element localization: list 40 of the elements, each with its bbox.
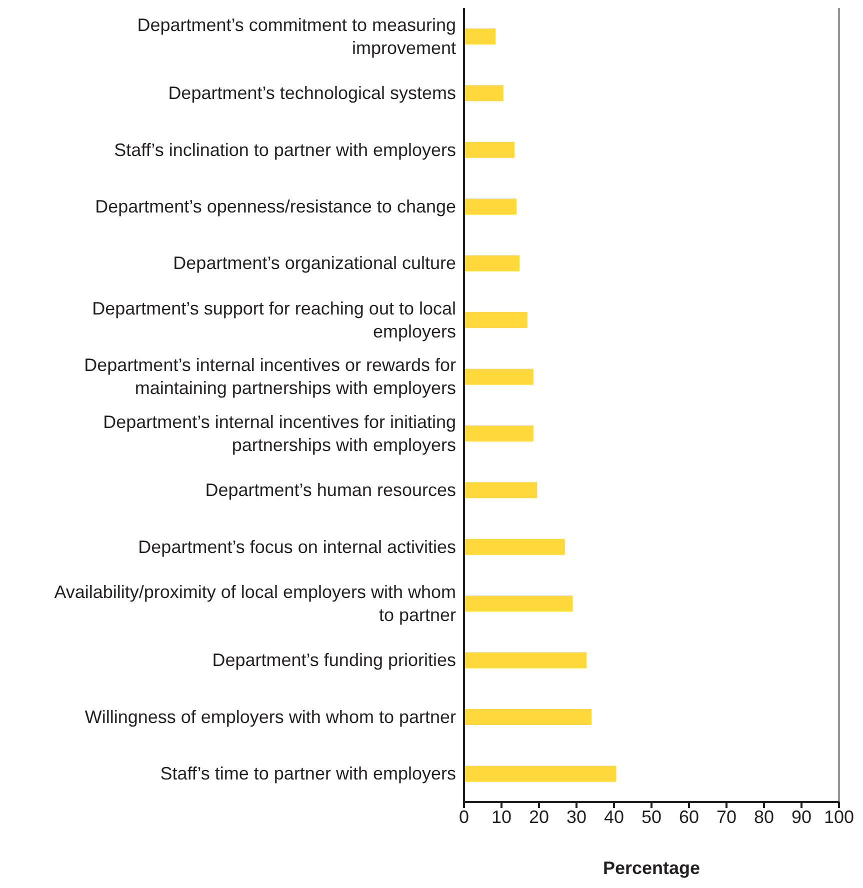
bar — [464, 482, 538, 498]
y-tick-label: Department’s focus on internal activities — [138, 536, 456, 557]
y-tick-label: Willingness of employers with whom to partner — [84, 706, 456, 727]
x-tick-label: 10 — [491, 806, 512, 827]
bar — [464, 312, 528, 328]
x-tick-label: 20 — [528, 806, 550, 827]
x-axis-title: Percentage — [602, 858, 700, 878]
y-tick-label: Department’s human resources — [205, 480, 456, 500]
x-tick-label: 0 — [458, 806, 470, 827]
y-tick-label: Department’s support for reaching out to local employers — [92, 298, 456, 342]
y-tick-label: Department’s internal incentives or rewards for maintaining partnerships with employers — [84, 355, 456, 398]
bar — [464, 28, 496, 44]
bar — [464, 652, 587, 668]
x-tick-label: 40 — [604, 806, 624, 827]
bar — [464, 85, 504, 102]
bar — [464, 538, 565, 555]
x-tick-label: 30 — [566, 806, 587, 827]
bar — [464, 425, 534, 442]
x-tick-label: 100 — [824, 806, 854, 827]
y-tick-label: Staff’s time to partner with employers — [160, 764, 456, 784]
bar — [464, 368, 534, 385]
bar — [464, 596, 573, 612]
bar — [464, 708, 592, 725]
y-tick-label: Department’s technological systems — [168, 83, 456, 104]
bar — [464, 255, 520, 272]
y-tick-label: Staff’s inclination to partner with employers — [114, 140, 456, 160]
bar — [464, 198, 516, 215]
x-tick-label: 90 — [791, 806, 812, 827]
x-tick-label: 60 — [678, 806, 700, 827]
y-tick-label: Department’s organizational culture — [173, 253, 456, 274]
y-tick-label: Department’s commitment to measuring improvement — [137, 14, 456, 58]
y-tick-label: Department’s funding priorities — [212, 650, 456, 670]
x-tick-label: 50 — [641, 806, 662, 827]
x-tick-label: 70 — [716, 806, 737, 827]
x-tick-label: 80 — [754, 806, 774, 827]
bar — [464, 766, 616, 782]
y-tick-label: Department’s openness/resistance to change — [95, 196, 456, 216]
bar — [464, 142, 515, 158]
y-tick-label: Department’s internal incentives for initiating partnerships with employers — [103, 412, 456, 455]
y-tick-label: Availability/proximity of local employers with whom to partner — [54, 582, 456, 625]
